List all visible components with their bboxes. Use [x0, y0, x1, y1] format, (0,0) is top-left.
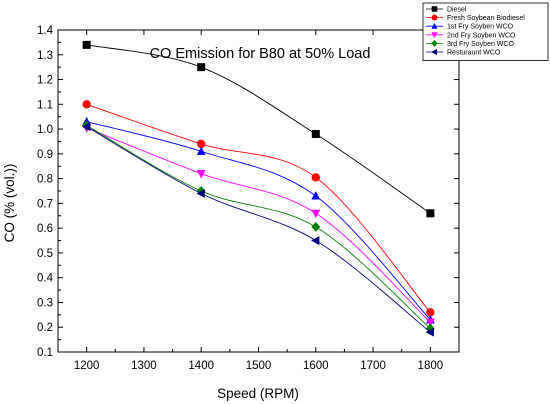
x-tick-label: 1600 [303, 360, 329, 372]
plot-area: 1200 1300 1400 1500 1600 1700 1800 0.1 0.2 0.3 0.4… [37, 25, 460, 372]
y-tick-label: 0.5 [37, 248, 53, 260]
y-tick-label: 0.6 [37, 223, 53, 235]
series-3-point [311, 191, 321, 200]
series-2-point [311, 173, 320, 182]
x-tick-label: 1800 [418, 360, 444, 372]
legend-marker [431, 6, 438, 12]
y-tick-label: 0.3 [37, 297, 53, 309]
series-line-4 [86, 127, 431, 323]
series-6-point [425, 327, 434, 337]
series-6-point [81, 122, 91, 131]
y-axis-title: CO (% (vol.)) [2, 164, 17, 243]
y-tick-label: 0.2 [37, 322, 53, 334]
legend-marker [431, 14, 438, 21]
series-2-point [197, 139, 206, 149]
series-3-point [196, 146, 206, 155]
y-tick-label: 1.4 [37, 25, 54, 37]
series-1-point [311, 130, 320, 139]
series-line-5 [86, 124, 431, 329]
x-axis-title: Speed (RPM) [217, 386, 299, 401]
series-6-point [310, 236, 320, 245]
series-4-point [425, 318, 435, 328]
legend-label: Diesel [447, 7, 467, 14]
legend-marker [431, 22, 438, 29]
series-line-3 [86, 121, 431, 321]
legend-marker [431, 48, 438, 56]
series-line-6 [86, 126, 431, 333]
legend-label: 3rd Fry Soyben WCO [447, 41, 514, 48]
y-tick-label: 0.9 [37, 149, 53, 161]
series-line-2 [86, 103, 431, 313]
x-tick-label: 1200 [74, 360, 100, 372]
x-tick-label: 1500 [246, 360, 272, 372]
legend-marker [431, 39, 438, 47]
series-2-point [426, 308, 435, 317]
y-tick-label: 1.3 [37, 50, 53, 62]
legend-label: 2nd Fry Soyben WCO [447, 32, 516, 39]
series-1-point [426, 209, 435, 218]
y-tick-label: 0.7 [37, 198, 53, 210]
y-tick-label: 0.4 [37, 273, 54, 285]
series-5-point [311, 221, 321, 232]
legend-box [422, 2, 549, 61]
y-tick-label: 1.2 [37, 75, 53, 87]
series-line-1 [86, 44, 431, 214]
chart-title: CO Emission for B80 at 50% Load [150, 46, 371, 62]
x-tick-label: 1700 [360, 360, 386, 372]
x-tick-label: 1400 [188, 360, 214, 372]
legend-label: Fresh Soybean Biodiesel [447, 15, 525, 22]
series-2-point [82, 100, 91, 109]
legend-label: 1st Fry Soyben WCO [447, 24, 514, 31]
series-4-point [311, 209, 321, 219]
series-1-point [82, 40, 91, 49]
series-4-point [196, 170, 206, 179]
series-6-point [196, 189, 205, 198]
y-tick-label: 1.0 [37, 124, 53, 136]
x-tick-label: 1300 [131, 360, 157, 372]
legend-label: Resturaunt WCO [447, 50, 501, 57]
y-tick-label: 1.1 [37, 99, 53, 111]
series-1-point [197, 63, 206, 72]
legend-marker [431, 32, 438, 39]
y-tick-label: 0.8 [37, 174, 53, 186]
y-tick-label: 0.1 [37, 347, 53, 359]
